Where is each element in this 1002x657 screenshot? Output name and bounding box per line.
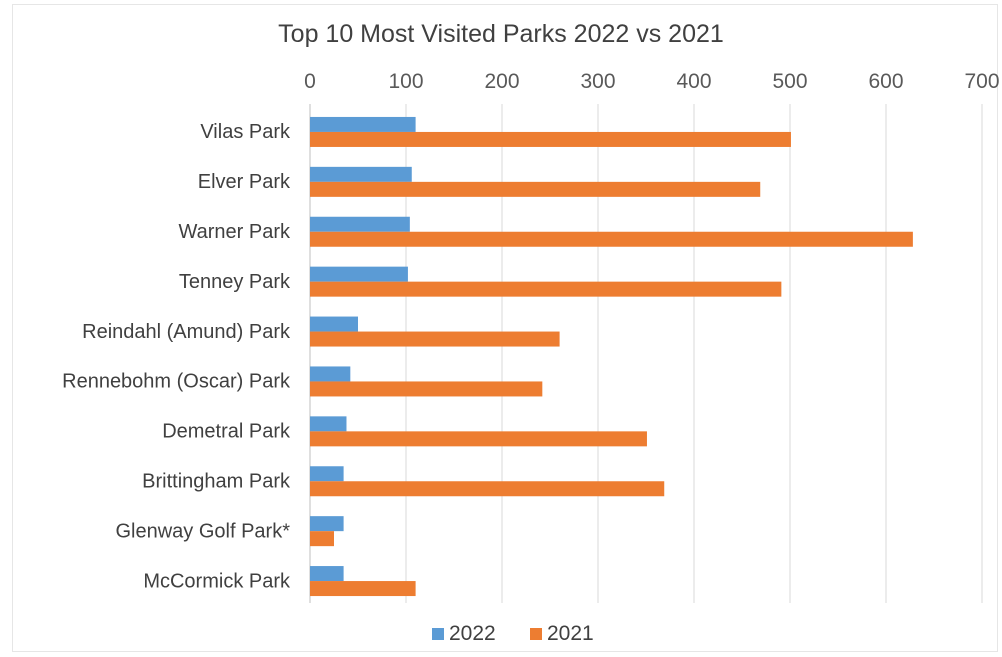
chart-title: Top 10 Most Visited Parks 2022 vs 2021 (278, 20, 724, 48)
category-label: Elver Park (198, 171, 291, 193)
bar-2021 (310, 531, 334, 547)
category-label: Rennebohm (Oscar) Park (62, 371, 291, 393)
x-tick-label: 300 (580, 70, 615, 93)
bar-2021 (310, 281, 782, 297)
category-label: Vilas Park (200, 121, 291, 143)
legend-label: 2021 (547, 622, 594, 645)
bar-2022 (310, 166, 412, 182)
x-tick-label: 600 (868, 70, 903, 93)
bar-2022 (310, 266, 408, 282)
bar-2021 (310, 331, 560, 347)
bar-2021 (310, 431, 647, 447)
bar-2022 (310, 416, 347, 432)
x-tick-label: 700 (964, 70, 999, 93)
x-tick-label: 500 (772, 70, 807, 93)
legend-swatch (530, 628, 542, 640)
category-label: Reindahl (Amund) Park (82, 321, 291, 343)
bar-2021 (310, 131, 791, 147)
bar-2022 (310, 516, 344, 532)
category-label: Tenney Park (179, 271, 291, 293)
category-label: Glenway Golf Park* (115, 520, 290, 542)
bar-2022 (310, 466, 344, 482)
x-tick-label: 200 (484, 70, 519, 93)
x-tick-label: 0 (304, 70, 316, 93)
bar-2021 (310, 381, 543, 397)
bar-2022 (310, 366, 351, 382)
bar-2021 (310, 231, 913, 247)
legend-label: 2022 (449, 622, 496, 645)
bar-2021 (310, 581, 416, 597)
x-tick-label: 100 (388, 70, 423, 93)
category-label: McCormick Park (143, 570, 291, 592)
bar-2021 (310, 481, 665, 497)
bar-2022 (310, 216, 410, 232)
category-label: Demetral Park (162, 421, 291, 443)
bar-2022 (310, 316, 358, 332)
legend-swatch (432, 628, 444, 640)
bar-2022 (310, 566, 344, 582)
bar-2021 (310, 181, 761, 197)
category-label: Warner Park (178, 221, 291, 243)
x-tick-label: 400 (676, 70, 711, 93)
bar-2022 (310, 116, 416, 132)
category-label: Brittingham Park (142, 471, 291, 493)
